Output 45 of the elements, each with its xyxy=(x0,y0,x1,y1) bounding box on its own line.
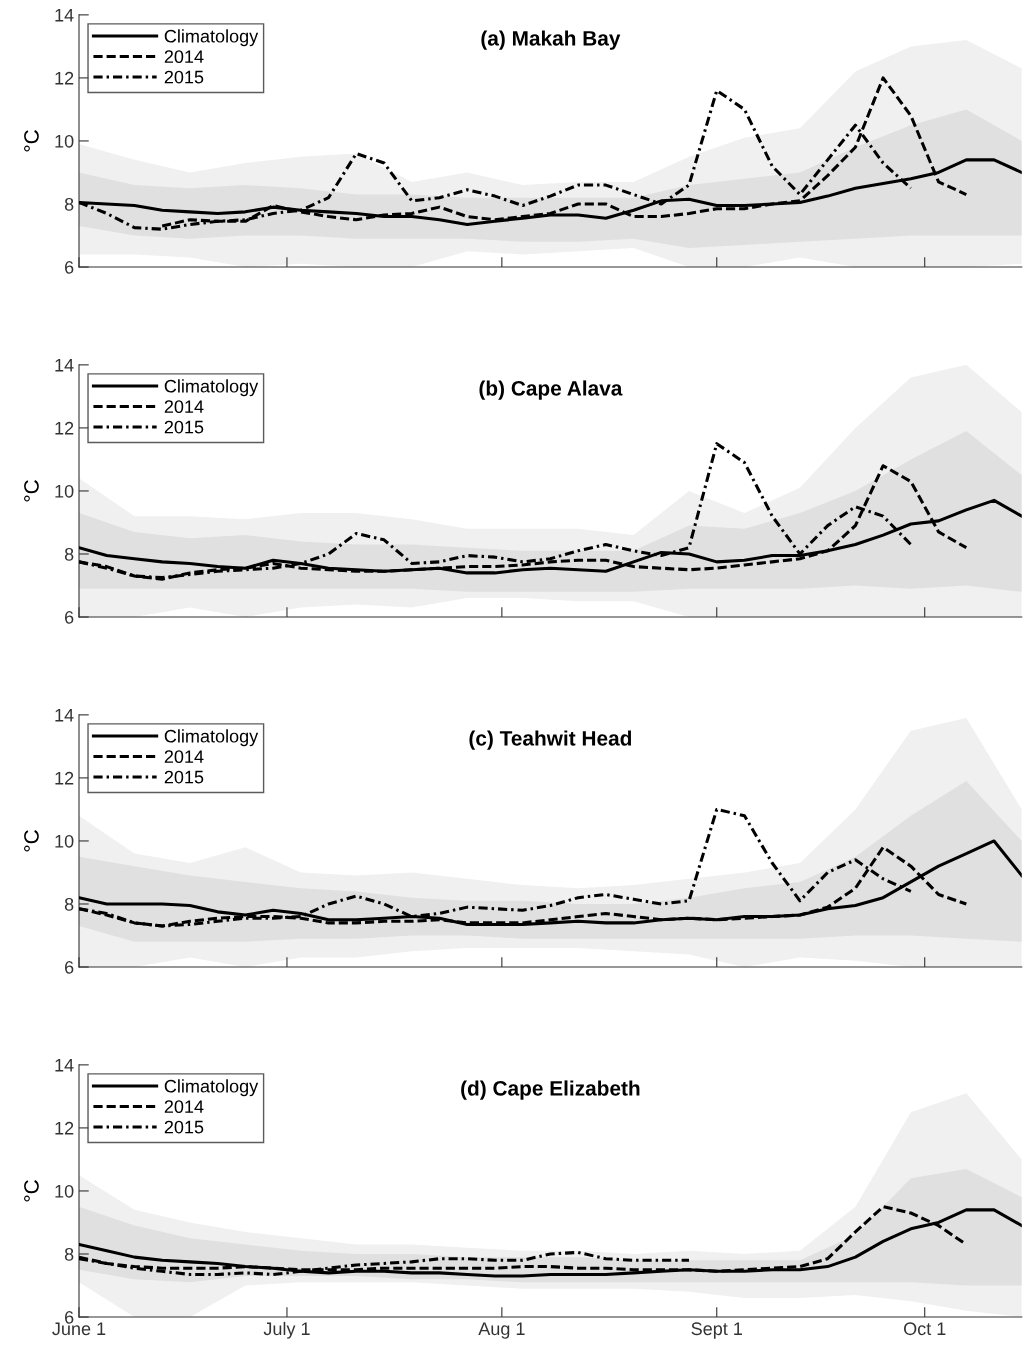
y-axis-title: °C xyxy=(24,480,39,502)
y-tick-label: 14 xyxy=(55,1058,74,1072)
x-tick-label: Sept 1 xyxy=(691,1322,742,1339)
legend-label: Climatology xyxy=(164,29,259,47)
y-tick-label: 6 xyxy=(65,260,74,274)
y-tick-label: 14 xyxy=(55,358,74,372)
y-tick-label: 12 xyxy=(55,421,74,435)
y-tick-label: 10 xyxy=(55,834,74,848)
y-tick-label: 10 xyxy=(55,1184,74,1198)
y-tick-label: 14 xyxy=(55,708,74,722)
y-axis-title: °C xyxy=(24,1180,39,1202)
y-tick-label: 8 xyxy=(64,547,74,561)
x-tick-label: June 1 xyxy=(52,1322,106,1336)
x-tick-label: July 1 xyxy=(263,1321,310,1339)
y-tick-label: 12 xyxy=(55,1121,74,1135)
legend-label: 2014 xyxy=(164,750,204,764)
text: (a) Makah Bay xyxy=(481,30,621,50)
legend-label: 2014 xyxy=(164,50,204,64)
y-tick-label: 8 xyxy=(64,1247,74,1261)
text: (d) Cape Elizabeth xyxy=(461,1080,640,1100)
y-tick-label: 8 xyxy=(64,197,74,211)
y-tick-label: 10 xyxy=(55,484,74,498)
y-axis-title: °C xyxy=(24,130,39,152)
y-tick-label: 14 xyxy=(55,8,74,22)
y-tick-label: 12 xyxy=(55,771,74,785)
legend-label: 2015 xyxy=(164,1120,204,1134)
y-tick-label: 6 xyxy=(65,960,74,974)
y-tick-label: 6 xyxy=(65,610,74,624)
legend-label: Climatology xyxy=(164,1079,259,1097)
x-tick-label: Aug 1 xyxy=(478,1322,525,1339)
text: (c) Teahwit Head xyxy=(469,730,632,750)
y-tick-label: 8 xyxy=(64,897,74,911)
legend-label: Climatology xyxy=(164,729,259,747)
legend-label: 2015 xyxy=(164,770,204,784)
y-tick-label: 10 xyxy=(55,134,74,148)
legend-label: 2014 xyxy=(164,1100,204,1114)
x-tick-label: Oct 1 xyxy=(903,1322,946,1336)
legend-label: 2015 xyxy=(164,420,204,434)
y-tick-label: 12 xyxy=(55,71,74,85)
legend-label: 2015 xyxy=(164,70,204,84)
text: (b) Cape Alava xyxy=(479,380,623,400)
legend-label: Climatology xyxy=(164,379,259,397)
y-tick-label: 6 xyxy=(65,1310,74,1324)
legend-label: 2014 xyxy=(164,400,204,414)
y-axis-title: °C xyxy=(24,830,39,852)
